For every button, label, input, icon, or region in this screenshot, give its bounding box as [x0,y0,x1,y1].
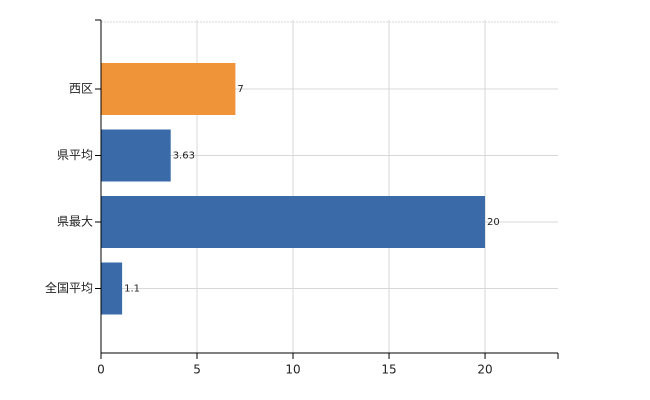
value-label: 3.63 [173,151,195,162]
x-tick-label: 15 [381,363,396,377]
bar [101,262,123,315]
x-tick-label: 5 [193,363,201,377]
bar [101,196,486,248]
bar [101,63,236,115]
x-tick-label: 10 [285,363,300,377]
x-tick-label: 0 [97,363,105,377]
y-tick-label: 全国平均 [45,280,93,295]
x-tick-label: 20 [477,363,492,377]
value-label: 7 [237,84,243,95]
value-label: 1.1 [124,284,140,295]
y-tick-label: 県最大 [57,215,93,229]
y-tick-label: 県平均 [57,148,93,162]
y-tick-label: 西区 [69,82,93,96]
bar [101,129,171,182]
value-label: 20 [487,217,500,228]
